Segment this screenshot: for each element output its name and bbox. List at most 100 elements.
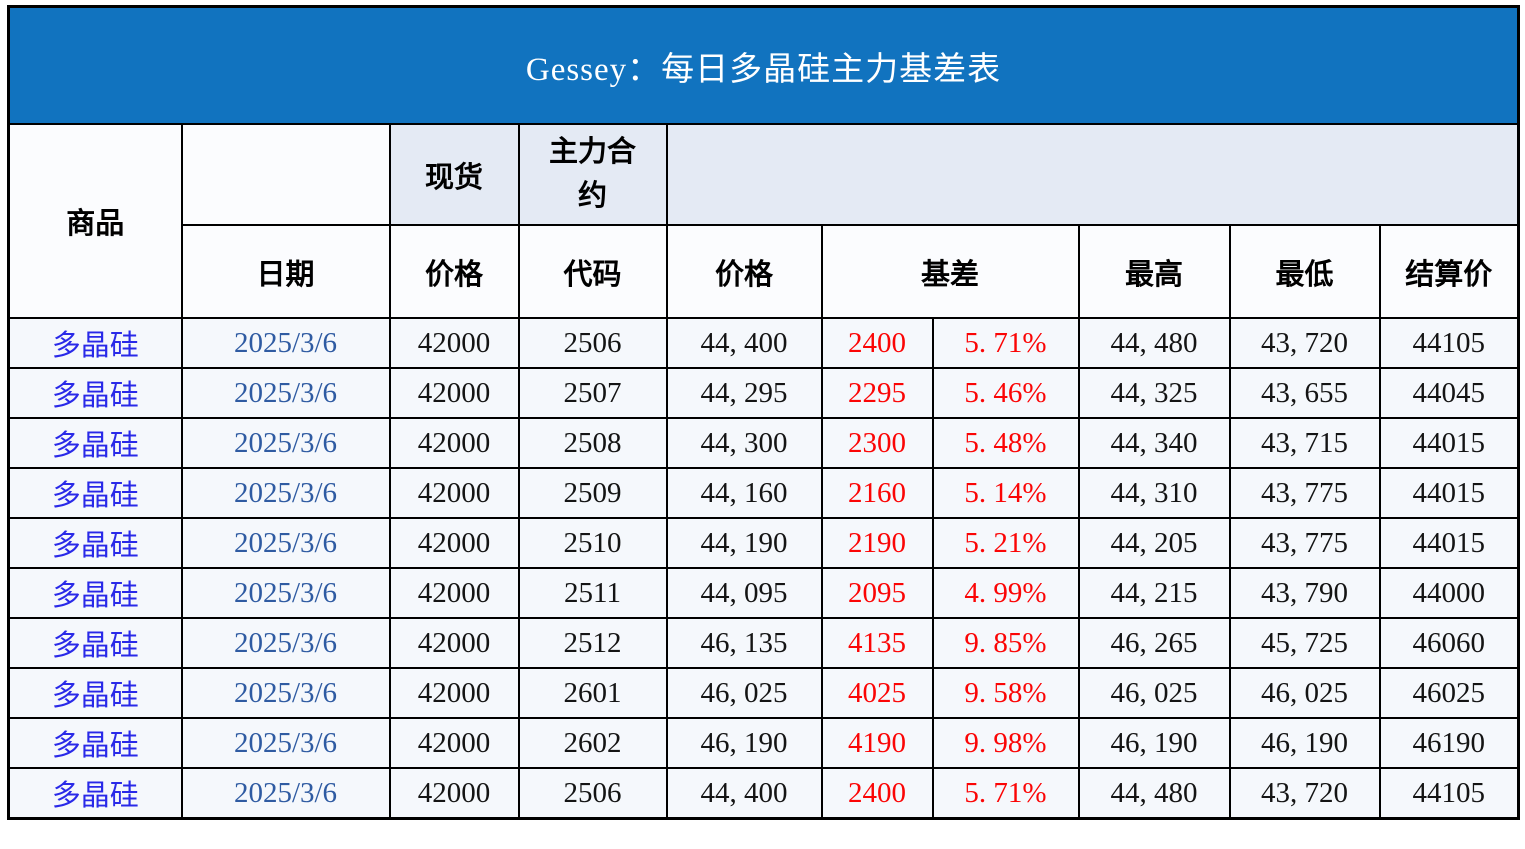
- header-row-groups: 商品 现货 主力合约: [7, 123, 1520, 319]
- cell-basis-pct: 5. 14%: [931, 467, 1080, 519]
- cell-low: 46, 190: [1228, 717, 1381, 769]
- cell-commodity: 多晶硅: [7, 667, 183, 719]
- cell-spot-price: 42000: [388, 417, 520, 469]
- header-row-columns: 日期 价格 代码 价格 基差 最高 最低 结算价: [9, 224, 1520, 319]
- cell-date: 2025/3/6: [180, 467, 391, 519]
- col-header-code: 代码: [517, 224, 668, 319]
- group-header-main-contract-label: 主力合约: [548, 136, 636, 212]
- cell-high: 44, 325: [1077, 367, 1231, 419]
- table-row: 多晶硅 2025/3/6 42000 2510 44, 190 2190 5. 21% 44,…: [7, 517, 1520, 569]
- table-row: 多晶硅 2025/3/6 42000 2511 44, 095 2095 4. 99% 44,…: [7, 567, 1520, 619]
- cell-settle: 44045: [1378, 367, 1520, 419]
- cell-price: 46, 135: [665, 617, 823, 669]
- cell-basis-pct: 5. 48%: [931, 417, 1080, 469]
- cell-settle: 44015: [1378, 517, 1520, 569]
- cell-low: 43, 775: [1228, 517, 1381, 569]
- cell-basis-pct: 9. 85%: [931, 617, 1080, 669]
- cell-settle: 44105: [1378, 767, 1520, 820]
- cell-settle: 44000: [1378, 567, 1520, 619]
- cell-basis: 2295: [820, 367, 934, 419]
- cell-date: 2025/3/6: [180, 717, 391, 769]
- cell-spot-price: 42000: [388, 467, 520, 519]
- table-row: 多晶硅 2025/3/6 42000 2512 46, 135 4135 9. 85% 46,…: [7, 617, 1520, 669]
- cell-high: 44, 480: [1077, 317, 1231, 369]
- cell-date: 2025/3/6: [180, 417, 391, 469]
- cell-low: 43, 720: [1228, 767, 1381, 820]
- cell-settle: 46025: [1378, 667, 1520, 719]
- cell-spot-price: 42000: [388, 617, 520, 669]
- cell-high: 46, 025: [1077, 667, 1231, 719]
- cell-settle: 44105: [1378, 317, 1520, 369]
- table-row: 多晶硅 2025/3/6 42000 2509 44, 160 2160 5. 14% 44,…: [7, 467, 1520, 519]
- col-header-date: 日期: [180, 224, 391, 319]
- col-header-commodity: 商品: [7, 123, 183, 319]
- col-header-price: 价格: [665, 224, 823, 319]
- cell-date: 2025/3/6: [180, 667, 391, 719]
- cell-basis-pct: 5. 71%: [931, 767, 1080, 820]
- table-row: 多晶硅 2025/3/6 42000 2507 44, 295 2295 5. 46% 44,…: [7, 367, 1520, 419]
- cell-basis: 2400: [820, 317, 934, 369]
- cell-settle: 46060: [1378, 617, 1520, 669]
- cell-date: 2025/3/6: [180, 317, 391, 369]
- cell-price: 44, 095: [665, 567, 823, 619]
- cell-high: 44, 310: [1077, 467, 1231, 519]
- cell-basis: 2300: [820, 417, 934, 469]
- cell-basis-pct: 4. 99%: [931, 567, 1080, 619]
- cell-spot-price: 42000: [388, 317, 520, 369]
- cell-price: 44, 190: [665, 517, 823, 569]
- col-header-settle: 结算价: [1378, 224, 1520, 319]
- cell-basis-pct: 5. 21%: [931, 517, 1080, 569]
- cell-price: 44, 295: [665, 367, 823, 419]
- cell-date: 2025/3/6: [180, 767, 391, 820]
- cell-code: 2508: [517, 417, 668, 469]
- table-row: 多晶硅 2025/3/6 42000 2508 44, 300 2300 5. 48% 44,…: [7, 417, 1520, 469]
- cell-date: 2025/3/6: [180, 367, 391, 419]
- cell-spot-price: 42000: [388, 767, 520, 820]
- cell-commodity: 多晶硅: [7, 317, 183, 369]
- cell-high: 44, 340: [1077, 417, 1231, 469]
- cell-price: 46, 190: [665, 717, 823, 769]
- cell-spot-price: 42000: [388, 567, 520, 619]
- cell-basis: 2095: [820, 567, 934, 619]
- cell-price: 44, 300: [665, 417, 823, 469]
- group-header-spot: 现货: [388, 123, 520, 226]
- cell-spot-price: 42000: [388, 367, 520, 419]
- col-header-spot-price: 价格: [388, 224, 520, 319]
- cell-spot-price: 42000: [388, 717, 520, 769]
- cell-basis: 2160: [820, 467, 934, 519]
- cell-high: 44, 205: [1077, 517, 1231, 569]
- cell-settle: 44015: [1378, 417, 1520, 469]
- cell-basis-pct: 9. 98%: [931, 717, 1080, 769]
- cell-basis-pct: 9. 58%: [931, 667, 1080, 719]
- cell-basis-pct: 5. 71%: [931, 317, 1080, 369]
- cell-price: 44, 400: [665, 317, 823, 369]
- cell-price: 44, 400: [665, 767, 823, 820]
- cell-basis-pct: 5. 46%: [931, 367, 1080, 419]
- cell-low: 46, 025: [1228, 667, 1381, 719]
- cell-basis: 2400: [820, 767, 934, 820]
- cell-basis: 4135: [820, 617, 934, 669]
- cell-basis: 2190: [820, 517, 934, 569]
- cell-basis: 4190: [820, 717, 934, 769]
- cell-commodity: 多晶硅: [7, 367, 183, 419]
- cell-low: 43, 720: [1228, 317, 1381, 369]
- cell-code: 2512: [517, 617, 668, 669]
- cell-low: 43, 715: [1228, 417, 1381, 469]
- cell-commodity: 多晶硅: [7, 567, 183, 619]
- header-spacer-right: [665, 123, 1520, 226]
- cell-price: 44, 160: [665, 467, 823, 519]
- cell-commodity: 多晶硅: [7, 617, 183, 669]
- cell-settle: 44015: [1378, 467, 1520, 519]
- cell-date: 2025/3/6: [180, 517, 391, 569]
- cell-low: 43, 775: [1228, 467, 1381, 519]
- cell-code: 2507: [517, 367, 668, 419]
- cell-code: 2506: [517, 317, 668, 369]
- cell-high: 46, 265: [1077, 617, 1231, 669]
- table-row: 多晶硅 2025/3/6 42000 2506 44, 400 2400 5. 71% 44,…: [7, 767, 1520, 820]
- table-body: 多晶硅 2025/3/6 42000 2506 44, 400 2400 5. 71% 44,…: [7, 317, 1520, 820]
- table-row: 多晶硅 2025/3/6 42000 2601 46, 025 4025 9. 58% 46,…: [7, 667, 1520, 719]
- cell-low: 43, 655: [1228, 367, 1381, 419]
- cell-code: 2510: [517, 517, 668, 569]
- title-row: Gessey：每日多晶硅主力基差表: [7, 5, 1520, 125]
- cell-code: 2602: [517, 717, 668, 769]
